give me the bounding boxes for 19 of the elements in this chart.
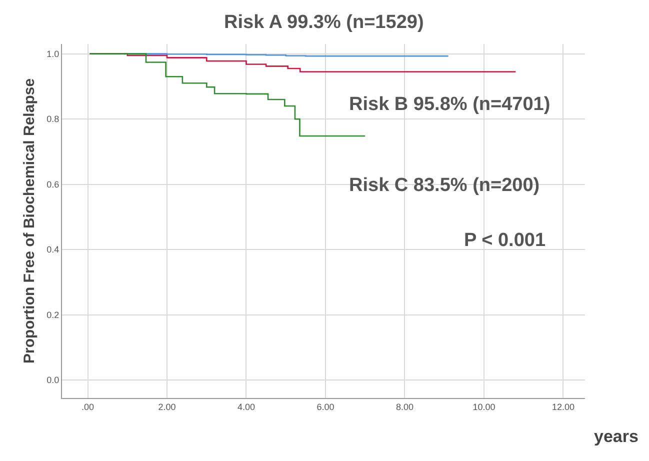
x-tick-label: 6.00 [316,402,334,412]
x-tick-label: .00 [81,402,94,412]
x-tick-label: 12.00 [552,402,574,412]
x-tick-label: 10.00 [472,402,496,412]
y-axis-title: Proportion Free of Biochemical Relapse [20,78,38,364]
y-tick-label: 0.8 [46,114,60,124]
x-axis-title: years [594,427,638,446]
y-tick-label: 0.2 [46,310,60,320]
y-tick-label: 0.0 [46,375,60,386]
x-tick-label: 4.00 [237,402,256,412]
text: Risk A 99.3% (n=1529) [224,12,424,33]
y-tick-label: 1.0 [46,48,60,59]
y-tick-label: 0.6 [46,179,60,190]
annotation: Risk C 83.5% (n=200) [349,175,540,196]
annotation: P < 0.001 [464,230,546,251]
x-tick-label: 8.00 [396,402,414,412]
x-tick-label: 2.00 [158,402,176,412]
y-tick-label: 0.4 [46,244,60,255]
annotation: Risk B 95.8% (n=4701) [349,94,550,115]
